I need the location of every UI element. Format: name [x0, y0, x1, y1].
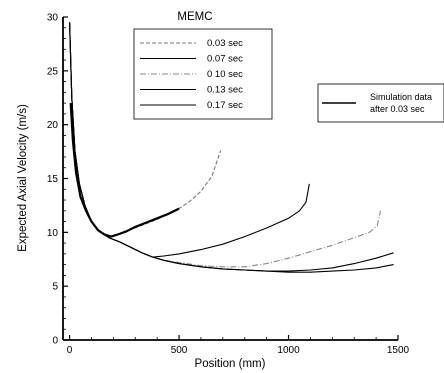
y-tick-label: 30: [47, 13, 59, 24]
legend-items: 0.03 sec 0.07 sec 0 10 sec 0.13 sec 0.17 sec: [140, 38, 243, 111]
x-tick-label: 500: [171, 345, 188, 356]
simulation-legend: Simulation data after 0.03 sec: [317, 83, 444, 123]
legend-label: 0 10 sec: [207, 69, 243, 80]
x-tick-label: 0: [67, 345, 73, 356]
legend-label: 0.03 sec: [207, 38, 243, 49]
x-tick-label: 1500: [387, 345, 410, 356]
y-tick-label: 25: [47, 66, 59, 77]
x-tick-label: 1000: [277, 345, 300, 356]
y-tick-label: 0: [52, 336, 58, 347]
chart-title: MEMC: [177, 11, 212, 23]
y-tick-label: 5: [52, 282, 58, 293]
simulation-legend-line2: after 0.03 sec: [370, 104, 425, 114]
ticks: 0 5 10 15 20 25 30 0 500 1000 1500: [47, 13, 410, 357]
series-line-simulation: [69, 103, 180, 238]
series-line-5: [69, 22, 394, 273]
y-axis-label: Expected Axial Velocity (m/s): [17, 104, 29, 252]
series-layer: [69, 22, 394, 273]
legend-label: 0.13 sec: [207, 85, 243, 96]
y-tick-label: 20: [47, 120, 59, 131]
legend-label: 0.07 sec: [207, 54, 243, 65]
legend: 0.03 sec 0.07 sec 0 10 sec 0.13 sec 0.17 sec: [133, 28, 273, 120]
y-tick-label: 15: [47, 174, 59, 185]
simulation-legend-line1: Simulation data: [370, 92, 432, 102]
y-tick-label: 10: [47, 228, 59, 239]
legend-label: 0.17 sec: [207, 100, 243, 111]
x-axis-label: Position (mm): [195, 358, 266, 370]
